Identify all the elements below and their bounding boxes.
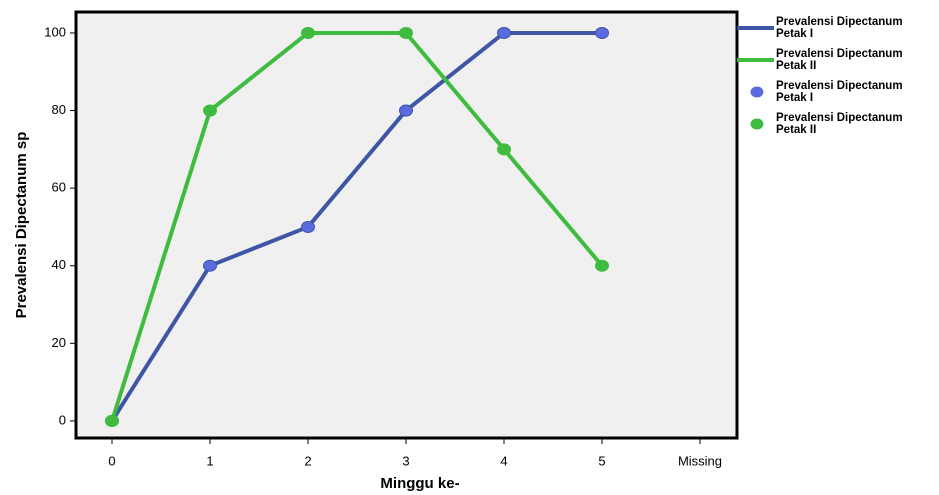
point [105,414,119,427]
x-tick-label: 4 [500,453,507,468]
legend-label: Prevalensi Dipectanum Petak I [776,80,903,104]
x-tick-label: 0 [108,453,115,468]
y-tick-label: 20 [52,335,66,350]
y-tick-label: 0 [59,412,66,427]
point [399,26,413,39]
series-line [110,30,602,422]
x-tick-label: 3 [402,453,409,468]
point [301,220,315,233]
point [301,26,315,39]
y-tick-label: 60 [52,180,66,195]
legend-marker [750,118,764,130]
y-tick-label: 80 [52,102,66,117]
x-tick-label: 2 [304,453,311,468]
plot-area [74,10,739,440]
point [399,104,413,117]
legend-marker [750,86,764,98]
point [203,104,217,117]
x-tick-label: 5 [598,453,605,468]
legend-label: Prevalensi Dipectanum Petak I [776,16,903,40]
series-line [110,30,604,422]
point [497,26,511,39]
point [595,26,609,39]
y-tick-label: 100 [44,24,66,39]
x-tick-label: 1 [206,453,213,468]
point [203,259,217,272]
y-tick-label: 40 [52,257,66,272]
point [497,143,511,156]
y-axis-title: Prevalensi Dipectanum sp [13,132,30,319]
legend-label: Prevalensi Dipectanum Petak II [776,112,903,136]
x-tick-label: Missing [678,453,722,468]
x-axis-title: Minggu ke- [380,475,459,492]
point [595,259,609,272]
legend-label: Prevalensi Dipectanum Petak II [776,48,903,72]
